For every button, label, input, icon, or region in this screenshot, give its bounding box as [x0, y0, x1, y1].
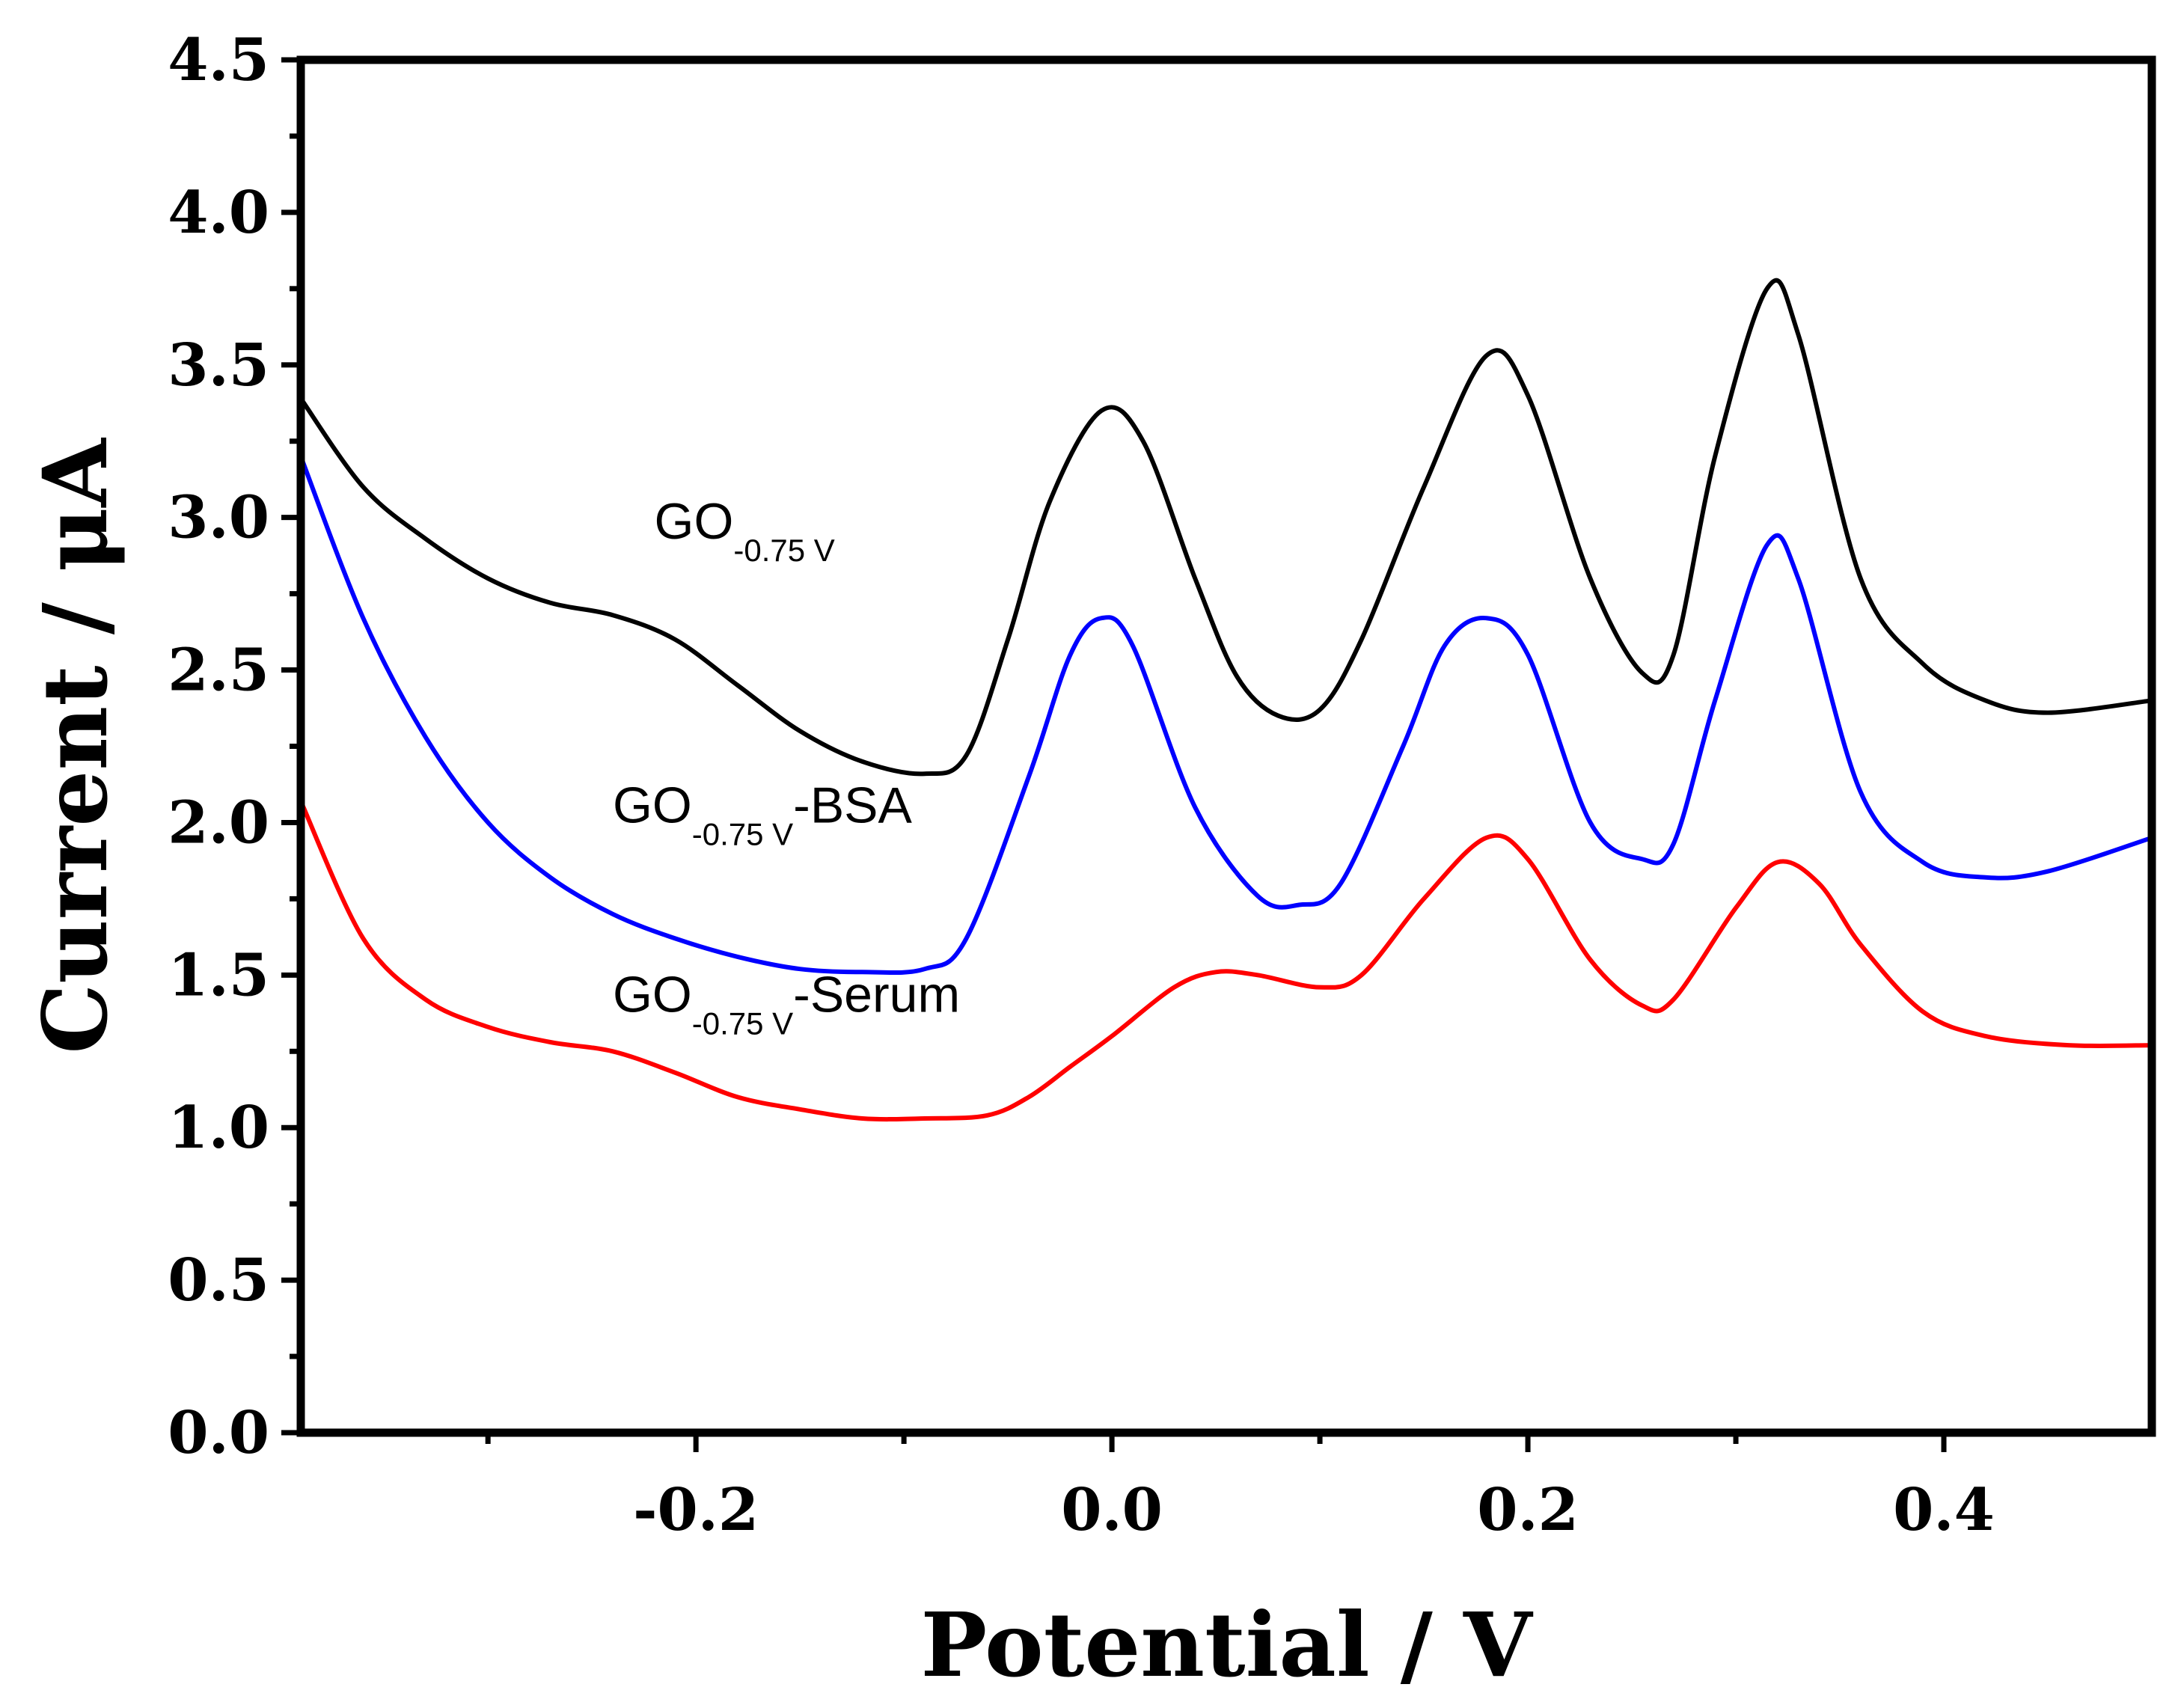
y-tick-label: 4.0 [168, 179, 269, 247]
x-axis-title: Potential / V [920, 1593, 1534, 1697]
x-tick-label: 0.0 [1061, 1476, 1163, 1544]
series-line-3 [299, 798, 2154, 1122]
series-lines [299, 278, 2154, 1122]
x-tick-label: 0.4 [1893, 1476, 1995, 1544]
y-tick-label: 0.0 [168, 1399, 269, 1467]
series-annotation-1: GO-0.75 V [655, 493, 835, 568]
series-line-1 [299, 278, 2154, 777]
series-line-2 [299, 454, 2154, 976]
y-tick-label: 2.0 [168, 789, 269, 857]
ticks: 0.0 0.5 1.0 1.5 2.0 2.5 3.0 3.5 4.0 4.5 -0.2 0.0 0.2… [168, 26, 1995, 1544]
plot-frame [296, 55, 2156, 1437]
y-tick-label: 4.5 [168, 26, 269, 94]
y-tick-label: 1.0 [168, 1094, 269, 1162]
series-annotation-3: GO-0.75 V-Serum [613, 966, 960, 1041]
annotations: GO-0.75 V GO-0.75 V-BSA GO-0.75 V-Serum [613, 493, 960, 1041]
series-annotation-2: GO-0.75 V-BSA [613, 777, 913, 851]
y-tick-label: 1.5 [168, 941, 269, 1009]
x-tick-label: 0.2 [1477, 1476, 1579, 1544]
y-tick-label: 2.5 [168, 637, 269, 705]
y-tick-label: 3.0 [168, 484, 269, 552]
y-tick-label: 3.5 [168, 331, 269, 400]
x-tick-label: -0.2 [633, 1476, 759, 1544]
y-tick-label: 0.5 [168, 1246, 269, 1314]
axes [296, 55, 2156, 1437]
y-axis-title: Current / μA [23, 438, 127, 1054]
